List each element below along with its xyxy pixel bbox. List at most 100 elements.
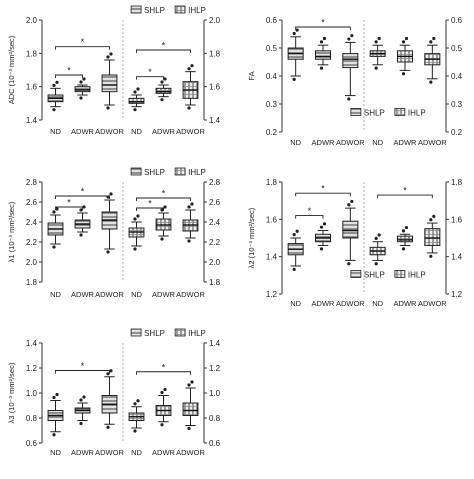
box-shlp-adwor [101, 192, 118, 254]
y2-tick-label: 0.5 [451, 44, 463, 53]
outlier-point [401, 247, 406, 251]
outlier-point [133, 247, 137, 251]
y2-tick-label: 1.4 [209, 116, 221, 125]
bracket-line [295, 215, 324, 219]
outlier-point [133, 429, 137, 433]
box-ihlp-adwr [155, 77, 172, 102]
legend-label: SHLP [364, 108, 385, 117]
x-category-label: ADWR [394, 138, 417, 147]
significance-bracket: * [136, 189, 191, 201]
outlier-point [429, 254, 433, 258]
outlier-point [377, 36, 381, 41]
significance-bracket: * [136, 362, 191, 375]
box-ihlp-adwor [182, 202, 199, 243]
y2-tick-label: 2.0 [209, 258, 221, 267]
y2-tick-label: 2.4 [209, 218, 221, 227]
significance-star: * [403, 186, 407, 196]
outlier-point [190, 202, 194, 206]
y-tick-label: 0.6 [266, 16, 278, 25]
outlier-point [429, 80, 433, 84]
y2-tick-label: 1.2 [209, 364, 221, 373]
bracket-line [136, 49, 191, 53]
x-category-label: ADWOR [336, 138, 365, 147]
outlier-point [82, 77, 86, 81]
box-ihlp-adwor [424, 36, 441, 84]
x-category-label: ADWOR [176, 448, 205, 457]
outlier-point [133, 108, 137, 112]
y-tick-label: 1.4 [26, 339, 38, 348]
outlier-point [109, 52, 113, 56]
outlier-point [133, 90, 137, 94]
outlier-point [347, 37, 351, 41]
outlier-point [55, 207, 59, 211]
outlier-point [350, 34, 354, 38]
box-shlp-adwor [101, 52, 118, 110]
outlier-point [133, 217, 137, 221]
panel-1: 0.20.30.40.50.60.20.30.40.50.6FA*ND ADWR A… [247, 16, 463, 147]
box-ihlp-nd [128, 87, 145, 112]
y-tick-label: 1.2 [266, 290, 278, 299]
significance-bracket: * [55, 187, 110, 199]
outlier-point [136, 214, 140, 218]
x-category-label: ADWOR [176, 127, 205, 136]
box-shlp-adwr [74, 205, 91, 237]
bracket-line [55, 46, 110, 50]
box-iqr [424, 228, 441, 246]
outlier-point [160, 237, 164, 241]
outlier-point [52, 83, 56, 87]
outlier-point [79, 421, 83, 426]
box-iqr [128, 97, 145, 104]
significance-bracket: * [136, 67, 164, 80]
outlier-point [187, 106, 191, 110]
y2-tick-label: 1.0 [209, 389, 221, 398]
outlier-point [319, 66, 324, 70]
x-category-label: ND [290, 138, 301, 147]
significance-star: * [162, 362, 166, 372]
significance-star: * [321, 18, 325, 28]
panel-3: 1.2 1.4 1.6 1.8 1.2 1.4 1.6 1.8 λ2 (10⁻³ mm²/sec… [247, 178, 463, 308]
legend-swatch [174, 328, 186, 337]
outlier-point [404, 36, 409, 41]
outlier-point [55, 392, 59, 397]
box-shlp-adwr [314, 222, 332, 251]
outlier-point [319, 225, 324, 229]
bracket-line [55, 206, 83, 210]
outlier-point [136, 87, 140, 91]
bracket-line [55, 74, 83, 78]
box-iqr [182, 402, 199, 416]
outlier-point [432, 214, 436, 218]
legend-swatch [394, 108, 406, 116]
bracket-line [55, 370, 110, 374]
panel-0: 1.4 1.6 1.8 2.0 1.4 1.6 1.8 2.0 ADC (10⁻³ mm²/se… [7, 5, 221, 136]
y2-tick-label: 2.0 [209, 16, 221, 25]
outlier-point [292, 233, 296, 237]
outlier-point [319, 40, 324, 44]
significance-star: * [148, 199, 152, 209]
x-category-label: ADWOR [95, 448, 124, 457]
x-category-label: ADWR [152, 127, 175, 136]
box-shlp-adwr [314, 36, 332, 70]
outlier-point [374, 236, 378, 240]
outlier-point [347, 97, 351, 101]
legend: SHLP IHLP [130, 328, 206, 338]
y-tick-label: 2.0 [26, 16, 38, 25]
significance-bracket: * [55, 66, 83, 78]
legend-label: IHLP [408, 270, 426, 279]
bracket-line [136, 207, 164, 211]
box-shlp-adwr [74, 395, 91, 426]
y2-tick-label: 2.8 [209, 178, 221, 187]
outlier-point [295, 229, 299, 233]
box-ihlp-nd [128, 399, 145, 433]
box-ihlp-nd [369, 233, 386, 266]
box-iqr [101, 74, 118, 93]
y2-tick-label: 0.2 [451, 128, 463, 137]
outlier-point [374, 40, 378, 44]
outlier-point [190, 380, 194, 384]
box-shlp-adwor [342, 199, 359, 266]
box-iqr [396, 235, 414, 243]
significance-star: * [162, 41, 166, 51]
outlier-point [52, 210, 56, 214]
outlier-point [347, 262, 351, 266]
x-category-label: ADWOR [95, 127, 124, 136]
